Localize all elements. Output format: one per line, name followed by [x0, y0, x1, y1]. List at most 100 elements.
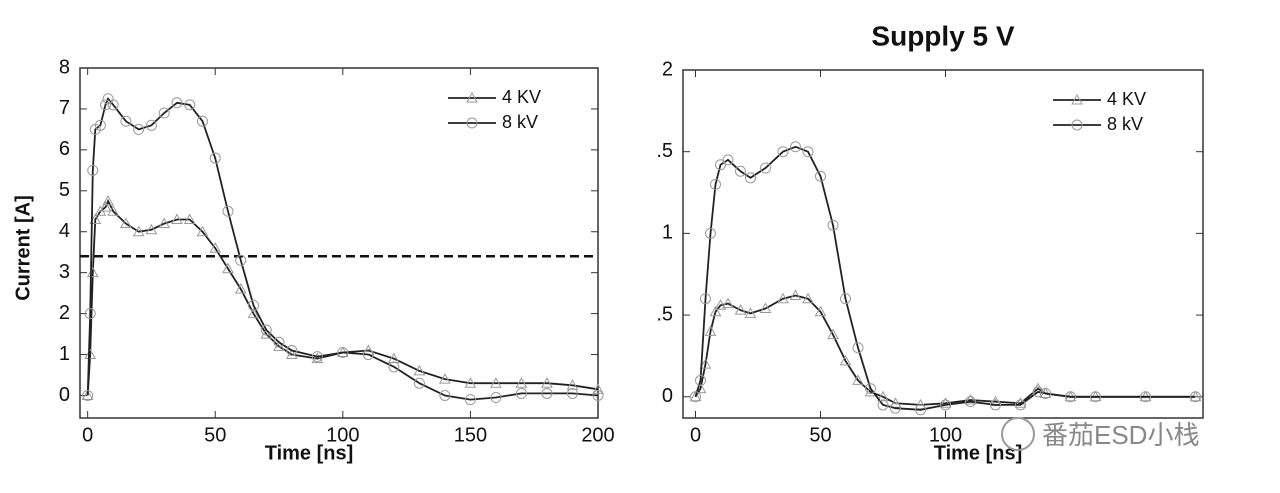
series-line [86, 198, 599, 396]
marker-circle [439, 389, 451, 401]
y-tick-label: 2 [662, 58, 673, 80]
plot-frame [79, 67, 599, 419]
x-axis-title: Time [ns] [934, 442, 1023, 464]
marker-triangle [273, 340, 285, 351]
marker-circle [827, 219, 839, 231]
marker-triangle [490, 377, 502, 388]
marker-triangle [566, 379, 579, 390]
marker-circle [710, 178, 721, 190]
marker-triangle [196, 225, 209, 237]
watermark-text: 番茄ESD小栈 [1042, 420, 1199, 450]
marker-circle [722, 154, 734, 166]
y-tick-label: 6 [59, 138, 70, 160]
marker-circle [84, 308, 96, 320]
marker-circle [413, 377, 425, 389]
y-tick-label: 1 [662, 222, 673, 244]
marker-circle [184, 99, 196, 111]
marker-triangle [209, 242, 222, 253]
marker-circle [1065, 391, 1076, 403]
marker-triangle [99, 201, 112, 212]
marker-circle [700, 293, 711, 305]
legend-label: 8 kV [1107, 114, 1143, 134]
marker-circle [1190, 391, 1201, 403]
marker-triangle [777, 292, 789, 304]
marker-triangle [120, 217, 132, 229]
marker-triangle [234, 283, 247, 294]
marker-circle [566, 387, 578, 399]
marker-triangle [877, 390, 889, 402]
marker-circle [362, 349, 374, 361]
marker-circle [852, 342, 864, 354]
marker-triangle [132, 225, 145, 237]
marker-circle [777, 146, 789, 158]
legend-label: 4 KV [1107, 89, 1146, 109]
marker-circle [990, 399, 1001, 411]
marker-circle [1090, 391, 1101, 403]
marker-triangle [388, 352, 400, 364]
marker-triangle [939, 397, 952, 408]
y-tick-label: 8 [59, 56, 70, 78]
marker-circle [1071, 119, 1083, 131]
y-tick-label: .5 [656, 303, 673, 325]
marker-circle [715, 159, 726, 171]
marker-circle [145, 119, 157, 131]
marker-circle [1140, 391, 1151, 403]
x-tick-label: 0 [690, 424, 701, 446]
marker-circle [940, 399, 951, 411]
marker-triangle [102, 195, 114, 206]
y-tick-label: 0 [59, 384, 70, 406]
marker-circle [705, 227, 716, 239]
marker-triangle [541, 377, 553, 388]
marker-circle [466, 117, 478, 129]
chart-title: Supply 5 V [871, 20, 1014, 51]
marker-triangle [183, 213, 196, 224]
marker-circle [1040, 387, 1051, 399]
x-tick-label: 100 [929, 424, 962, 446]
x-tick-label: 100 [326, 424, 359, 446]
marker-circle [515, 387, 527, 399]
marker-triangle [814, 305, 827, 317]
y-tick-label: 2 [59, 302, 70, 324]
marker-circle [260, 324, 272, 336]
marker-triangle [744, 307, 757, 318]
marker-triangle [699, 358, 712, 369]
marker-circle [158, 107, 170, 119]
marker-circle [196, 115, 208, 127]
x-axis-title: Time [ns] [265, 442, 354, 464]
marker-circle [133, 123, 145, 135]
watermark-icon [1001, 417, 1035, 451]
marker-circle [965, 396, 976, 408]
marker-circle [464, 394, 476, 406]
marker-triangle [466, 91, 478, 103]
marker-circle [735, 165, 746, 177]
marker-circle [235, 254, 247, 266]
marker-triangle [145, 223, 158, 235]
marker-circle [541, 387, 553, 399]
legend-label: 8 kV [502, 112, 538, 132]
marker-triangle [839, 354, 852, 366]
y-tick-label: 7 [59, 97, 70, 119]
x-tick-label: 50 [809, 424, 831, 446]
x-tick-label: 50 [204, 424, 226, 446]
plot-frame [682, 69, 1204, 419]
marker-triangle [827, 328, 839, 340]
marker-triangle [413, 364, 426, 376]
x-tick-label: 150 [454, 424, 487, 446]
y-tick-label: 0 [662, 385, 673, 407]
marker-triangle [464, 377, 477, 388]
x-tick-label: 0 [82, 424, 93, 446]
marker-circle [745, 172, 756, 184]
marker-triangle [592, 383, 604, 394]
marker-circle [209, 152, 221, 164]
marker-triangle [714, 299, 727, 310]
marker-triangle [158, 217, 171, 229]
marker-triangle [689, 390, 702, 402]
marker-circle [100, 99, 112, 111]
watermark: 番茄ESD小栈 [1001, 417, 1199, 451]
series-line [694, 294, 1196, 406]
y-tick-label: 1 [59, 343, 70, 365]
marker-triangle [107, 205, 120, 216]
marker-circle [1032, 386, 1044, 398]
marker-circle [222, 205, 234, 217]
